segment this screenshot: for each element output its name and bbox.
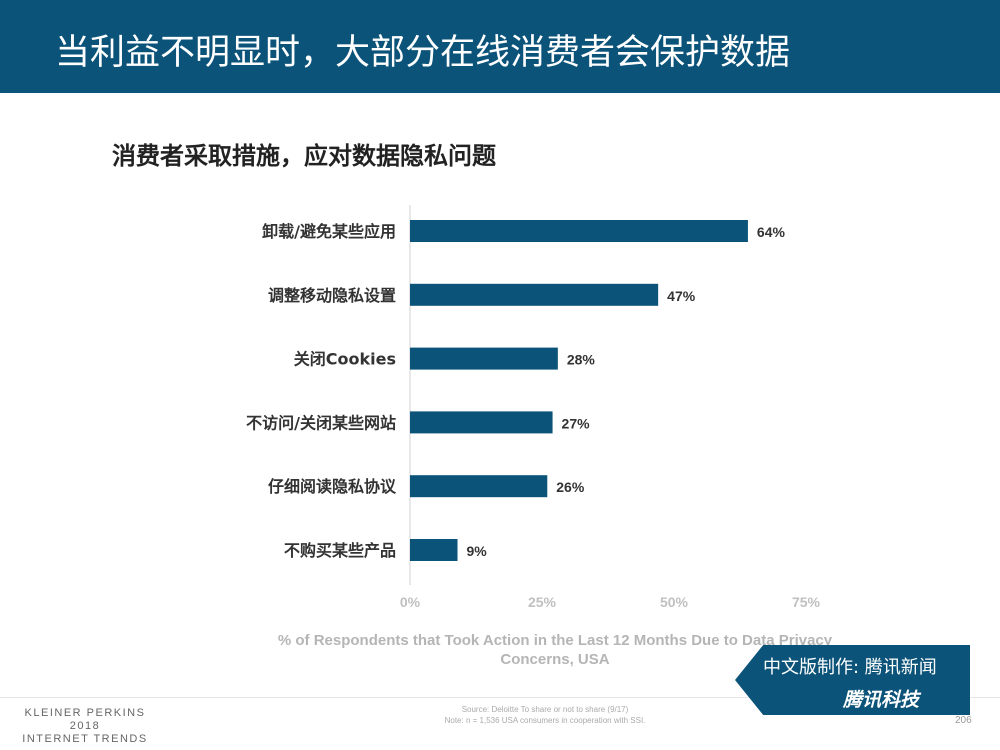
badge-line-1: 中文版制作: 腾讯新闻 — [763, 657, 937, 678]
bar — [410, 347, 558, 370]
category-label: 关闭Cookies — [294, 350, 396, 369]
bar — [410, 283, 659, 306]
data-label: 26% — [556, 479, 585, 495]
badge-line-2: 腾讯科技 — [843, 689, 920, 711]
source-note: Source: Deloitte To share or not to shar… — [380, 704, 710, 726]
x-tick-label: 75% — [792, 594, 821, 610]
bar — [410, 539, 458, 561]
category-label: 不购买某些产品 — [284, 541, 396, 560]
category-label: 调整移动隐私设置 — [268, 286, 396, 305]
slide-title: 当利益不明显时，大部分在线消费者会保护数据 — [55, 33, 791, 73]
data-label: 27% — [562, 415, 591, 431]
bar — [410, 220, 748, 242]
brand-line-3: INTERNET TRENDS — [22, 733, 148, 745]
bar — [410, 475, 548, 498]
category-label: 卸载/避免某些应用 — [262, 222, 396, 241]
data-label: 64% — [757, 224, 786, 240]
data-label: 47% — [667, 288, 696, 304]
note-text: Note: n = 1,536 USA consumers in coopera… — [444, 716, 646, 725]
title-bar: 当利益不明显时，大部分在线消费者会保护数据 — [0, 0, 1000, 93]
x-axis-label: % of Respondents that Took Action in the… — [277, 632, 833, 668]
data-label: 9% — [467, 543, 488, 559]
brand-logo: KLEINER PERKINS 2018 INTERNET TRENDS — [10, 707, 160, 746]
x-tick-label: 25% — [528, 594, 557, 610]
brand-line-2: 2018 — [69, 720, 101, 732]
brand-line-1: KLEINER PERKINS — [24, 707, 146, 719]
x-tick-label: 50% — [660, 594, 689, 610]
category-label: 不访问/关闭某些网站 — [246, 413, 396, 432]
category-label: 仔细阅读隐私协议 — [268, 477, 397, 496]
page-number: 206 — [955, 715, 972, 726]
chart-subtitle: 消费者采取措施，应对数据隐私问题 — [112, 142, 496, 170]
footer-divider — [0, 697, 1000, 698]
source-text: Source: Deloitte To share or not to shar… — [461, 705, 629, 714]
data-label: 28% — [567, 352, 596, 368]
bar — [410, 411, 553, 434]
translation-badge: 中文版制作: 腾讯新闻 腾讯科技 — [735, 645, 970, 715]
x-tick-label: 0% — [400, 594, 421, 610]
